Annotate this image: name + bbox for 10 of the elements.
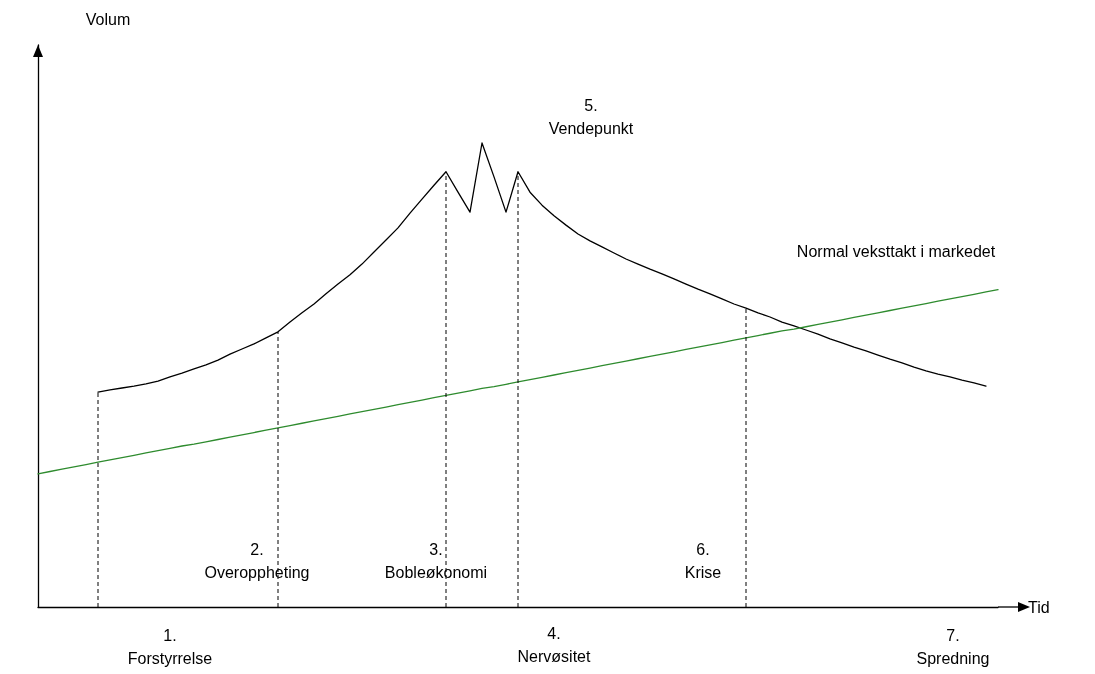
text: 5. Vendepunkt [548,97,634,137]
text: Volum [85,11,131,28]
x-axis-title: Tid [1028,598,1050,616]
annotation: 3. Bobleøkonomi [384,541,488,581]
text: 7. Spredning [916,627,990,667]
series-label: Normal veksttakt i markedet [796,243,996,261]
text: 1. Forstyrrelse [127,627,213,667]
annotation: 2. Overoppheting [204,541,310,581]
annotation: 6. Krise [684,541,722,581]
text: 4. Nervøsitet [517,625,591,665]
